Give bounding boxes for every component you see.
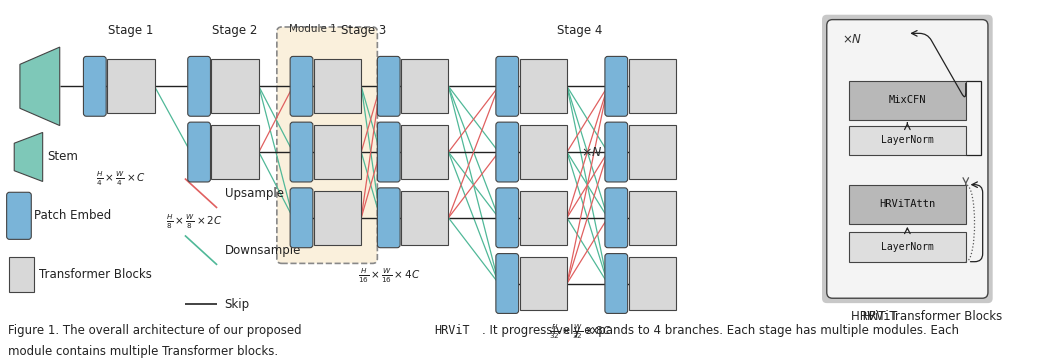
Text: LayerNorm: LayerNorm [881,135,934,145]
Text: $\times N$: $\times N$ [581,145,602,158]
Text: Stage 4: Stage 4 [557,24,602,37]
Text: Upsample: Upsample [224,187,283,200]
Text: HRViTAttn: HRViTAttn [879,199,935,209]
Bar [849,126,966,155]
FancyBboxPatch shape [496,57,519,116]
Text: Transformer Blocks: Transformer Blocks [39,268,152,281]
Bar [401,59,449,113]
Bar [212,125,259,179]
Text: Skip: Skip [224,298,250,311]
Text: Stage 2: Stage 2 [213,24,258,37]
Text: . It progressively expands to 4 branches. Each stage has multiple modules. Each: . It progressively expands to 4 branches… [481,324,958,337]
Bar [314,125,361,179]
Bar [519,191,567,245]
FancyBboxPatch shape [604,57,628,116]
FancyBboxPatch shape [377,122,400,182]
Text: $\frac{H}{32} \times \frac{W}{32} \times 8C$: $\frac{H}{32} \times \frac{W}{32} \times… [549,322,611,341]
Bar [629,59,676,113]
Bar [212,59,259,113]
Bar [629,191,676,245]
FancyBboxPatch shape [604,188,628,248]
Text: Module 1: Module 1 [290,24,337,34]
Polygon shape [20,47,60,126]
Bar [9,257,34,292]
FancyBboxPatch shape [6,192,32,239]
Text: HRViT: HRViT [861,310,897,323]
Text: Stem: Stem [47,150,78,163]
FancyBboxPatch shape [377,57,400,116]
Bar [629,257,676,310]
Text: LayerNorm: LayerNorm [881,242,934,252]
Polygon shape [15,132,43,181]
FancyBboxPatch shape [83,57,106,116]
FancyBboxPatch shape [827,19,988,298]
FancyBboxPatch shape [496,122,519,182]
Text: $\frac{H}{8} \times \frac{W}{8} \times 2C$: $\frac{H}{8} \times \frac{W}{8} \times 2… [166,213,222,231]
FancyBboxPatch shape [822,15,993,303]
FancyBboxPatch shape [291,188,313,248]
Bar [849,232,966,262]
Bar [401,125,449,179]
Text: $\frac{H}{4} \times \frac{W}{4} \times C$: $\frac{H}{4} \times \frac{W}{4} \times C… [97,170,146,188]
FancyBboxPatch shape [377,188,400,248]
FancyBboxPatch shape [496,253,519,314]
Bar [314,191,361,245]
Bar [519,257,567,310]
Bar [519,125,567,179]
Text: module contains multiple Transformer blocks.: module contains multiple Transformer blo… [7,345,278,358]
FancyBboxPatch shape [291,122,313,182]
FancyBboxPatch shape [187,122,211,182]
Bar [849,185,966,224]
Text: Figure 1. The overall architecture of our proposed: Figure 1. The overall architecture of ou… [7,324,305,337]
Bar [849,81,966,120]
FancyBboxPatch shape [187,57,211,116]
Text: HRViT: HRViT [434,324,470,337]
Text: Stage 3: Stage 3 [340,24,385,37]
Text: $\times N$: $\times N$ [842,33,862,46]
FancyBboxPatch shape [496,188,519,248]
FancyBboxPatch shape [604,253,628,314]
Text: MixCFN: MixCFN [889,95,926,105]
Bar [519,59,567,113]
Text: Stage 1: Stage 1 [108,24,154,37]
Text: $\frac{H}{16} \times \frac{W}{16} \times 4C$: $\frac{H}{16} \times \frac{W}{16} \times… [358,266,420,285]
Bar [629,125,676,179]
Text: Patch Embed: Patch Embed [34,209,112,222]
FancyBboxPatch shape [277,27,377,264]
Bar [107,59,155,113]
FancyBboxPatch shape [604,122,628,182]
Bar [401,191,449,245]
Text: Downsample: Downsample [224,244,301,257]
Bar [314,59,361,113]
Text: HRViT Transformer Blocks: HRViT Transformer Blocks [851,310,1002,323]
FancyBboxPatch shape [291,57,313,116]
